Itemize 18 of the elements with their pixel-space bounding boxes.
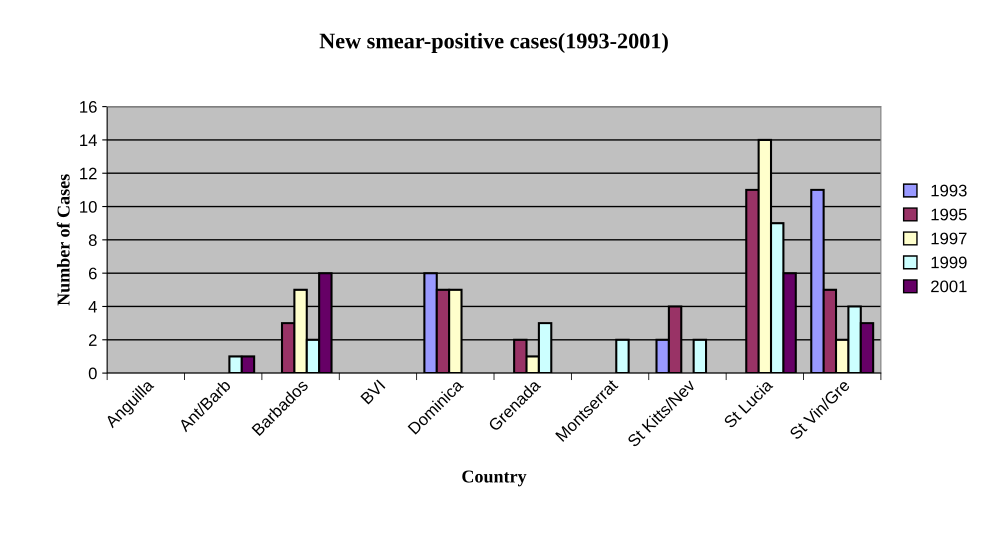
y-tick-label: 2	[88, 334, 97, 346]
y-tick-label: 14	[80, 134, 97, 146]
legend-label: 2001	[931, 280, 967, 292]
legend-label: 1993	[932, 184, 967, 196]
x-tick-label: BVI	[360, 379, 386, 405]
x-axis-title: Country	[462, 470, 526, 486]
legend-label: 1997	[932, 232, 967, 244]
y-tick-label: 10	[80, 200, 97, 213]
y-tick-label: 0	[88, 368, 97, 380]
y-tick-label: 6	[88, 268, 97, 280]
y-tick-label: 16	[80, 101, 97, 113]
y-tick-label: 12	[80, 168, 97, 180]
y-tick-label: 8	[88, 234, 97, 246]
chart-title: New smear-positive cases(1993-2001)	[320, 32, 668, 53]
legend-label: 1999	[932, 256, 967, 268]
legend-label: 1995	[932, 208, 967, 220]
y-axis-title: Number of Cases	[56, 174, 70, 306]
y-tick-label: 4	[88, 301, 97, 313]
